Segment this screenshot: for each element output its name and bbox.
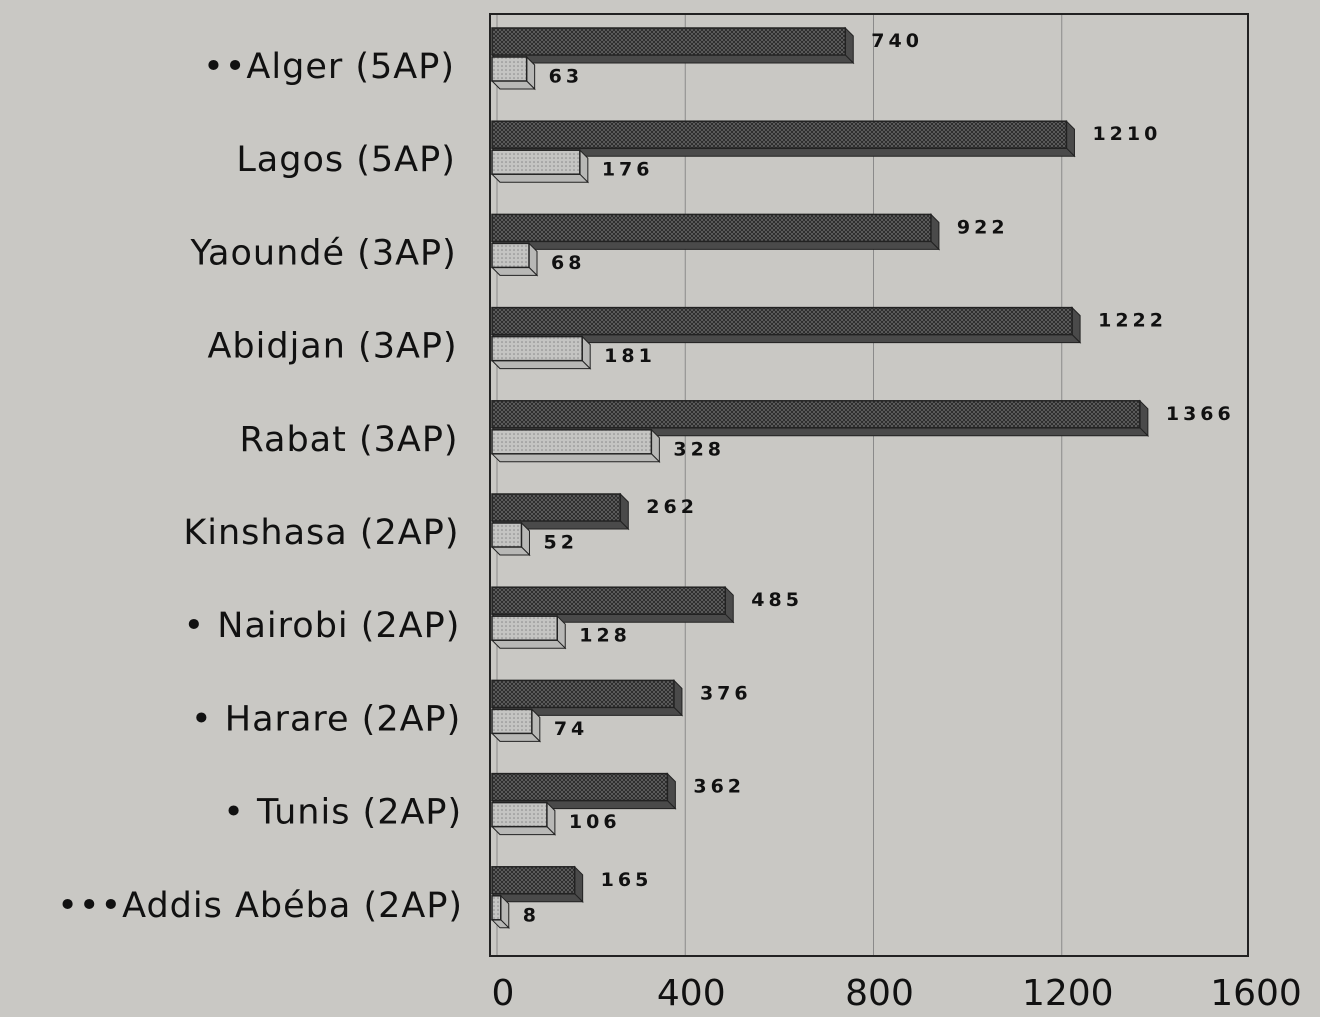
value-label: 362: [693, 776, 745, 798]
bar: [490, 614, 567, 650]
bar-bottom: [490, 732, 542, 742]
x-tick-label: 1600: [1210, 973, 1302, 1014]
bar: [490, 306, 1082, 344]
y-tick-label: Rabat (3AP): [239, 420, 458, 460]
value-label: 328: [673, 438, 725, 460]
bar-front: [491, 242, 530, 269]
bar-front: [491, 586, 727, 615]
value-label: 922: [957, 216, 1009, 238]
value-label: 1366: [1166, 403, 1235, 425]
bar-front: [491, 149, 581, 175]
bar-bottom: [490, 240, 941, 250]
bar-bottom: [490, 54, 855, 64]
bar-bottom: [490, 453, 661, 463]
bar-front: [491, 213, 932, 243]
bar-front: [491, 429, 653, 455]
y-tick-label: • Nairobi (2AP): [184, 606, 461, 646]
bar-front: [491, 522, 523, 548]
value-label: 176: [602, 159, 654, 181]
bar-front: [491, 866, 576, 895]
value-label: 1210: [1092, 123, 1161, 145]
bar: [490, 242, 539, 277]
bar: [490, 335, 592, 370]
bar-bottom: [490, 360, 592, 370]
bar: [490, 679, 684, 717]
bar-front: [491, 679, 675, 709]
value-label: 262: [646, 496, 698, 518]
bar: [490, 119, 1076, 158]
bar: [490, 148, 590, 184]
bar-bottom: [490, 80, 536, 90]
y-tick-label: • Harare (2AP): [191, 699, 461, 739]
bar-bottom: [490, 639, 567, 649]
bar-front: [491, 306, 1073, 336]
value-label: 128: [579, 625, 631, 647]
plot-frame: [489, 13, 1249, 957]
bar: [490, 708, 542, 743]
y-tick-label: Yaoundé (3AP): [190, 233, 457, 273]
bar: [490, 26, 855, 65]
y-tick-label: •••Addis Abéba (2AP): [57, 886, 463, 926]
bar: [490, 213, 941, 251]
value-label: 74: [554, 718, 588, 740]
value-label: 376: [700, 682, 752, 704]
bar-front: [491, 772, 669, 802]
bar: [490, 55, 536, 91]
bar-bottom: [490, 173, 590, 183]
y-tick-label: Kinshasa (2AP): [183, 513, 459, 553]
bar-bottom: [490, 826, 557, 836]
value-label: 165: [601, 869, 653, 891]
y-tick-label: • Tunis (2AP): [223, 793, 462, 833]
value-label: 8: [523, 904, 540, 926]
y-tick-label: Lagos (5AP): [236, 140, 456, 180]
bar: [490, 894, 510, 930]
value-label: 1222: [1098, 310, 1167, 332]
value-label: 181: [604, 345, 656, 367]
x-tick-label: 1200: [1022, 973, 1114, 1014]
bar-front: [491, 708, 533, 735]
x-tick-label: 800: [845, 973, 914, 1014]
bar-front: [491, 615, 558, 641]
bar: [490, 772, 677, 810]
x-tick-label: 0: [492, 973, 515, 1014]
bar: [490, 428, 661, 464]
bar: [490, 801, 557, 836]
bar-front: [491, 895, 502, 921]
value-label: 485: [751, 589, 803, 611]
value-label: 740: [871, 30, 923, 52]
y-tick-label: Abidjan (3AP): [207, 327, 457, 367]
bar-bottom: [490, 266, 539, 276]
bar-front: [491, 335, 583, 362]
value-label: 68: [551, 252, 585, 274]
bar-front: [491, 801, 548, 828]
bar-front: [491, 120, 1068, 149]
value-label: 63: [549, 66, 583, 88]
bar-front: [491, 56, 528, 82]
bar-front: [491, 400, 1141, 429]
x-tick-label: 400: [657, 973, 726, 1014]
bar: [490, 521, 531, 557]
value-label: 52: [543, 532, 577, 554]
bar-front: [491, 27, 847, 56]
bar-front: [491, 493, 622, 522]
y-tick-label: ••Alger (5AP): [203, 47, 455, 87]
bar: [490, 865, 584, 904]
value-label: 106: [569, 811, 621, 833]
